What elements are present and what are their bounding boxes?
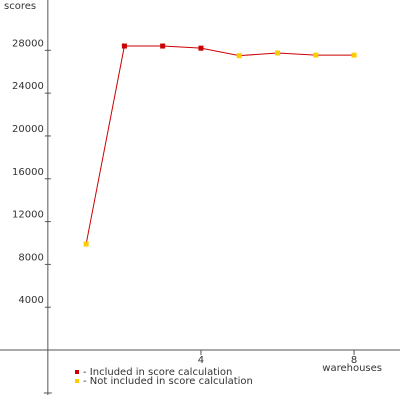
y-tick-label: 20000 — [12, 124, 44, 135]
x-tick-label: 8 — [351, 355, 357, 366]
legend-label: - Included in score calculation — [83, 367, 232, 378]
data-line — [85, 45, 355, 245]
y-tick-label: 28000 — [12, 38, 44, 49]
y-tick-label: 12000 — [12, 210, 44, 221]
data-point — [313, 52, 319, 58]
y-tick-label: 4000 — [18, 295, 43, 306]
data-point — [160, 43, 166, 49]
legend-marker — [75, 379, 79, 383]
data-point — [83, 241, 89, 247]
y-axis-label: scores — [4, 1, 36, 12]
data-point — [275, 50, 281, 56]
legend-label: - Not included in score calculation — [83, 376, 253, 387]
x-tick-label: 4 — [198, 355, 204, 366]
y-tick-label: 16000 — [12, 167, 44, 178]
data-point — [121, 43, 127, 49]
x-axis-label: warehouses — [322, 363, 382, 374]
data-point — [198, 45, 204, 51]
legend-marker — [75, 370, 79, 374]
y-tick-label: 24000 — [12, 81, 44, 92]
data-point — [351, 52, 357, 58]
y-tick-label: 8000 — [18, 252, 43, 263]
data-point — [236, 53, 242, 59]
